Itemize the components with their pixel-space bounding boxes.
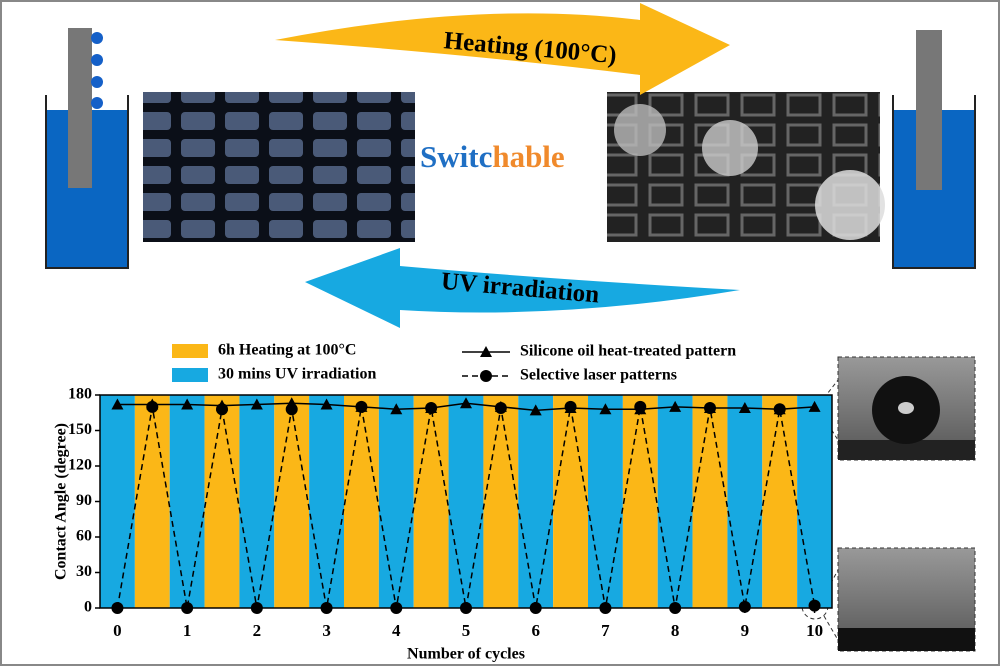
data-point bbox=[599, 403, 612, 415]
legend-marker bbox=[480, 370, 492, 382]
y-tick-label: 30 bbox=[76, 563, 92, 580]
stage-band bbox=[239, 395, 275, 608]
legend-marker bbox=[480, 346, 492, 357]
stage-band bbox=[762, 395, 798, 608]
data-point bbox=[460, 397, 472, 409]
uv-arrow bbox=[305, 248, 740, 328]
x-tick-label: 1 bbox=[183, 621, 192, 640]
data-point bbox=[285, 403, 298, 416]
data-point bbox=[738, 402, 751, 414]
data-point bbox=[216, 403, 228, 416]
legend-swatch bbox=[172, 368, 208, 382]
inset-spread bbox=[837, 547, 976, 652]
data-point bbox=[704, 402, 716, 415]
data-point bbox=[320, 602, 333, 614]
stage-band bbox=[344, 395, 379, 608]
stage-band bbox=[553, 395, 588, 608]
data-point bbox=[181, 398, 194, 410]
legend-label: Selective laser patterns bbox=[520, 367, 677, 384]
stage-band bbox=[518, 395, 554, 608]
data-point bbox=[529, 602, 542, 614]
stage-band bbox=[448, 395, 484, 608]
stage-band bbox=[309, 395, 344, 608]
y-tick-label: 90 bbox=[76, 492, 92, 509]
stage-band bbox=[692, 395, 728, 608]
stage-band bbox=[657, 395, 693, 608]
data-point bbox=[529, 404, 542, 416]
stage-band bbox=[100, 395, 135, 608]
data-point bbox=[425, 402, 438, 415]
data-point bbox=[250, 602, 263, 614]
x-tick-label: 5 bbox=[462, 621, 471, 640]
switchable-part1: Switc bbox=[420, 139, 492, 174]
right-beaker bbox=[892, 30, 976, 269]
x-tick-label: 7 bbox=[601, 621, 610, 640]
stage-band bbox=[134, 395, 170, 608]
stage-band bbox=[274, 395, 310, 608]
data-point bbox=[355, 400, 368, 413]
data-point bbox=[390, 602, 403, 614]
legend-swatch bbox=[172, 344, 208, 358]
y-tick-label: 120 bbox=[68, 457, 92, 474]
data-point bbox=[669, 400, 682, 412]
data-point bbox=[181, 602, 194, 614]
legend-label: 30 mins UV irradiation bbox=[218, 366, 376, 383]
data-point bbox=[808, 400, 821, 412]
x-tick-label: 4 bbox=[392, 621, 401, 640]
stage-band bbox=[797, 395, 832, 608]
data-point bbox=[111, 398, 124, 410]
data-point bbox=[669, 602, 682, 614]
data-point bbox=[599, 602, 612, 614]
stage-band bbox=[622, 395, 658, 608]
x-tick-label: 9 bbox=[741, 621, 750, 640]
stage-band bbox=[169, 395, 205, 608]
legend-label: 6h Heating at 100°C bbox=[218, 342, 356, 359]
data-point bbox=[320, 398, 333, 410]
y-tick-label: 60 bbox=[76, 528, 92, 545]
left-beaker bbox=[45, 28, 129, 269]
x-tick-label: 8 bbox=[671, 621, 680, 640]
y-tick-label: 150 bbox=[68, 421, 92, 438]
stage-band bbox=[378, 395, 414, 608]
y-axis-title: Contact Angle (degree) bbox=[53, 423, 70, 580]
x-axis-title: Number of cycles bbox=[407, 646, 525, 663]
x-tick-label: 10 bbox=[806, 621, 823, 640]
data-point bbox=[494, 402, 507, 415]
inset-droplet bbox=[837, 356, 976, 461]
data-point bbox=[250, 398, 263, 410]
stage-band bbox=[483, 395, 519, 608]
data-point bbox=[390, 403, 403, 415]
data-point bbox=[808, 599, 821, 612]
data-point bbox=[773, 403, 786, 416]
stage-band bbox=[204, 395, 240, 608]
stage-band bbox=[727, 395, 763, 608]
x-tick-label: 0 bbox=[113, 621, 122, 640]
data-point bbox=[460, 602, 472, 614]
x-tick-label: 6 bbox=[531, 621, 540, 640]
data-point bbox=[634, 400, 647, 413]
data-point bbox=[564, 400, 577, 413]
y-tick-label: 0 bbox=[84, 599, 92, 616]
switchable-part2: hable bbox=[492, 139, 564, 174]
switchable-label: Switchable bbox=[420, 139, 565, 174]
stage-band bbox=[413, 395, 449, 608]
x-tick-label: 3 bbox=[322, 621, 331, 640]
y-tick-label: 180 bbox=[68, 386, 92, 403]
legend-label: Silicone oil heat-treated pattern bbox=[520, 343, 736, 360]
heating-arrow bbox=[275, 3, 730, 95]
data-point bbox=[111, 602, 124, 614]
data-point bbox=[146, 400, 159, 413]
data-point bbox=[738, 600, 751, 613]
photo-oil-pattern bbox=[143, 92, 415, 242]
stage-band bbox=[588, 395, 623, 608]
photo-droplets bbox=[607, 92, 885, 242]
x-tick-label: 2 bbox=[253, 621, 262, 640]
